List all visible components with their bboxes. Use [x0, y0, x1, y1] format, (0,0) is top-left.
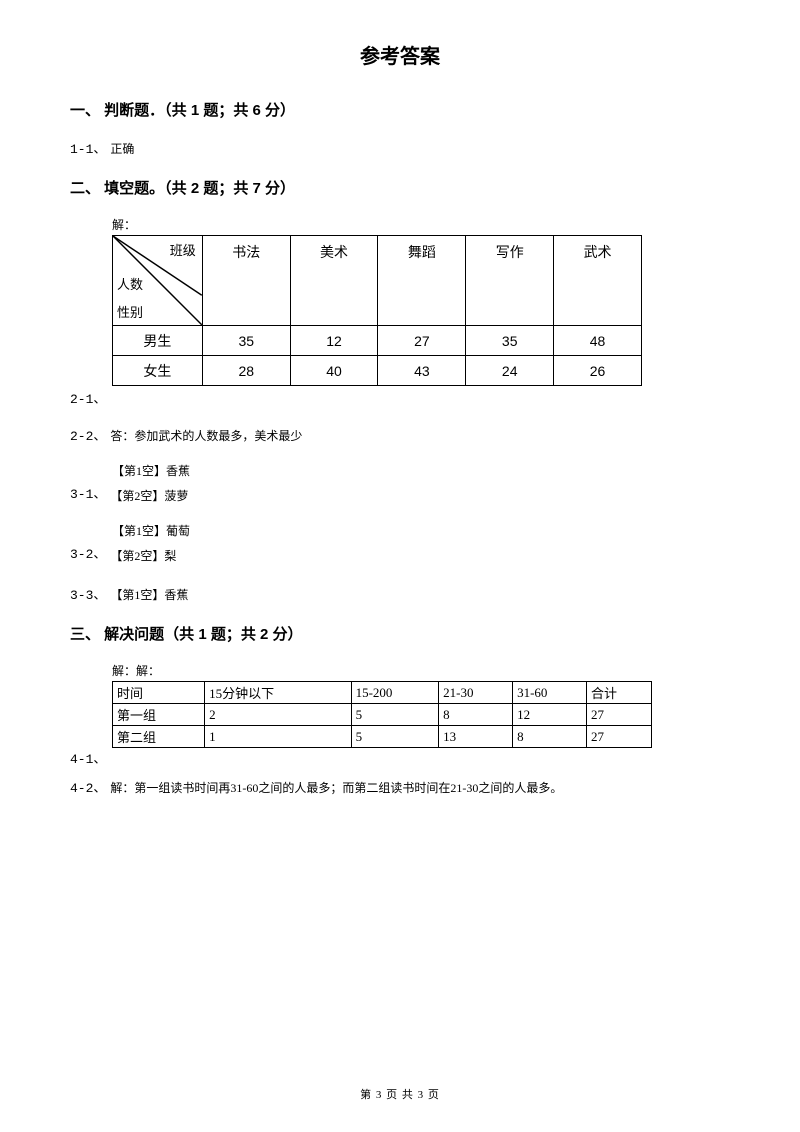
row-label: 第二组 — [113, 726, 205, 748]
section-3-heading: 三、 解决问题（共 1 题；共 2 分） — [70, 623, 730, 644]
pre-label: 解：解： — [112, 662, 730, 679]
cell: 35 — [202, 326, 290, 356]
cell: 8 — [439, 704, 513, 726]
col-header: 舞蹈 — [378, 236, 466, 326]
section-1-heading: 一、 判断题．（共 1 题；共 6 分） — [70, 99, 730, 120]
row-label: 男生 — [113, 326, 203, 356]
table-row: 第一组 2 5 8 12 27 — [113, 704, 652, 726]
cell: 12 — [513, 704, 587, 726]
page-title: 参考答案 — [70, 40, 730, 69]
answer-1-1: 1-1、 正确 — [70, 138, 730, 157]
col-header: 时间 — [113, 682, 205, 704]
q-num: 2-2、 — [70, 425, 106, 444]
q-text: 答：参加武术的人数最多，美术最少 — [110, 427, 302, 444]
q-num: 3-1、 — [70, 483, 106, 502]
cell: 24 — [466, 356, 554, 386]
table-row: 时间 15分钟以下 15-200 21-30 31-60 合计 — [113, 682, 652, 704]
cell: 12 — [290, 326, 378, 356]
cell: 2 — [205, 704, 352, 726]
q-text: 正确 — [110, 140, 134, 157]
q-num: 3-2、 — [70, 543, 106, 562]
table-class-activities: 班级 人数 性别 书法 美术 舞蹈 写作 武术 男生 35 12 27 35 — [112, 235, 642, 386]
table-row: 第二组 1 5 13 8 27 — [113, 726, 652, 748]
cell: 43 — [378, 356, 466, 386]
col-header: 31-60 — [513, 682, 587, 704]
corner-top: 班级 — [170, 240, 196, 259]
corner-bot: 性别 — [117, 302, 143, 321]
q-num: 3-3、 — [70, 584, 106, 603]
table-row: 女生 28 40 43 24 26 — [113, 356, 642, 386]
row-label: 女生 — [113, 356, 203, 386]
table-reading-time: 时间 15分钟以下 15-200 21-30 31-60 合计 第一组 2 5 … — [112, 681, 652, 748]
pre-label: 解： — [112, 216, 730, 233]
q-text: 解：第一组读书时间再31-60之间的人最多；而第二组读书时间在21-30之间的人… — [110, 779, 562, 796]
cell: 27 — [587, 726, 652, 748]
col-header: 15-200 — [351, 682, 439, 704]
cell: 5 — [351, 726, 439, 748]
cell: 8 — [513, 726, 587, 748]
cell: 40 — [290, 356, 378, 386]
answer-4-2: 4-2、 解：第一组读书时间再31-60之间的人最多；而第二组读书时间在21-3… — [70, 777, 730, 796]
cell: 27 — [378, 326, 466, 356]
col-header: 书法 — [202, 236, 290, 326]
answer-2-2: 2-2、 答：参加武术的人数最多，美术最少 — [70, 425, 730, 444]
row-label: 第一组 — [113, 704, 205, 726]
col-header: 合计 — [587, 682, 652, 704]
answer-3-3: 3-3、 【第1空】香蕉 — [70, 584, 730, 603]
q-num: 2-1、 — [70, 388, 106, 407]
col-header: 15分钟以下 — [205, 682, 352, 704]
section-2-heading: 二、 填空题。（共 2 题；共 7 分） — [70, 177, 730, 198]
col-header: 写作 — [466, 236, 554, 326]
cell: 28 — [202, 356, 290, 386]
blank-answer: 【第1空】葡萄 — [112, 522, 730, 539]
blank-answer: 【第2空】梨 — [110, 547, 176, 564]
page-footer: 第 3 页 共 3 页 — [0, 1086, 800, 1102]
col-header: 21-30 — [439, 682, 513, 704]
cell: 1 — [205, 726, 352, 748]
blank-answer: 【第1空】香蕉 — [110, 586, 188, 603]
q-num: 1-1、 — [70, 138, 106, 157]
cell: 5 — [351, 704, 439, 726]
cell: 35 — [466, 326, 554, 356]
cell: 27 — [587, 704, 652, 726]
q-num: 4-1、 — [70, 748, 106, 767]
col-header: 武术 — [554, 236, 642, 326]
blank-answer: 【第2空】菠萝 — [110, 487, 188, 504]
corner-mid: 人数 — [117, 274, 143, 293]
blank-answer: 【第1空】香蕉 — [112, 462, 730, 479]
col-header: 美术 — [290, 236, 378, 326]
cell: 48 — [554, 326, 642, 356]
cell: 13 — [439, 726, 513, 748]
table-row: 男生 35 12 27 35 48 — [113, 326, 642, 356]
q-num: 4-2、 — [70, 777, 106, 796]
cell: 26 — [554, 356, 642, 386]
